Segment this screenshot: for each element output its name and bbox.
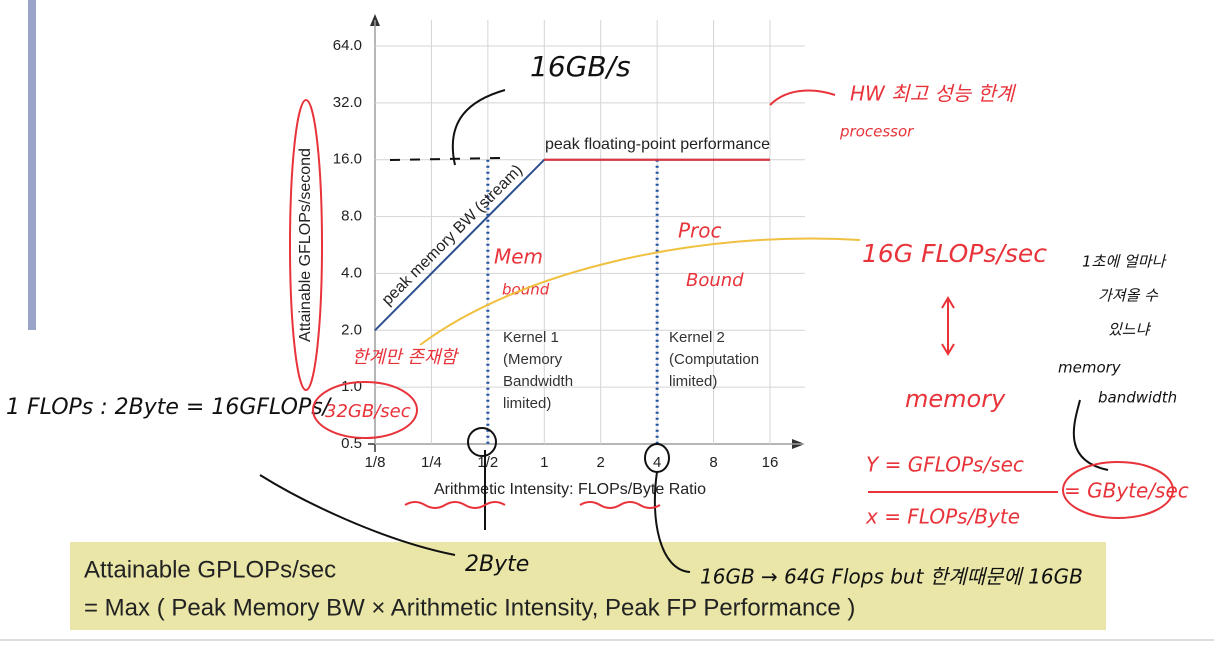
formula-box — [70, 542, 1106, 630]
note: 32GB/sec — [325, 401, 411, 422]
formula-line: = Max ( Peak Memory BW × Arithmetic Inte… — [84, 594, 855, 621]
chart: 0.5 1.0 2.0 4.0 8.0 16.0 32.0 64.0 1/8 1/4 1/2 1 2 4 8… — [297, 14, 805, 498]
note: Y = GFLOPs/sec — [866, 453, 1024, 477]
kernel-label: (Memory — [503, 351, 563, 368]
kernel-label: limited) — [669, 373, 717, 390]
note: Bound — [686, 270, 744, 291]
note: 1초에 얼마나 — [1082, 253, 1168, 271]
x-tick-label: 16 — [762, 454, 779, 471]
x-tick-label: 2 — [597, 454, 605, 471]
x-tick-label: 1/2 — [477, 454, 498, 471]
slide-bar — [28, 0, 36, 330]
y-tick-label: 64.0 — [333, 37, 362, 54]
note: Proc — [678, 219, 722, 243]
note: memory — [1058, 359, 1122, 377]
kernel-label: (Computation — [669, 351, 759, 368]
compute-roof-label: peak floating-point performance — [545, 136, 770, 153]
y-tick-label: 1.0 — [341, 378, 362, 395]
note: 16GB → 64G Flops but 한계때문에 16GB — [700, 565, 1083, 589]
y-tick-label: 0.5 — [341, 435, 362, 452]
x-axis-title: Arithmetic Intensity: FLOPs/Byte Ratio — [434, 481, 706, 498]
kernel-label: Bandwidth — [503, 373, 573, 390]
x-tick-label: 8 — [709, 454, 717, 471]
note: 가져올 수 — [1098, 287, 1159, 305]
y-tick-label: 16.0 — [333, 151, 362, 168]
note: 한계만 존재함 — [352, 347, 460, 368]
handwritten-notes: 16GB/sHW 최고 성능 한계processorMemboundProcBo… — [6, 50, 1189, 589]
note: processor — [839, 123, 914, 141]
note: 1 FLOPs : 2Byte = 16GFLOPs/ — [6, 395, 333, 420]
note: 있느냐 — [1108, 321, 1152, 339]
x-tick-label: 1/4 — [421, 454, 442, 471]
y-tick-label: 32.0 — [333, 94, 362, 111]
x-tick-label: 1 — [540, 454, 548, 471]
x-tick-label: 1/8 — [365, 454, 386, 471]
note: HW 최고 성능 한계 — [850, 82, 1017, 106]
note: memory — [905, 385, 1006, 413]
y-tick-label: 4.0 — [341, 264, 362, 281]
hand-strokes — [259, 89, 1174, 573]
note: 2Byte — [465, 552, 529, 577]
kernel-label: Kernel 1 — [503, 329, 559, 346]
note: Mem — [494, 245, 543, 269]
kernel-label: limited) — [503, 395, 551, 412]
note: x = FLOPs/Byte — [865, 505, 1020, 529]
note: 16GB/s — [530, 50, 631, 83]
y-axis-title: Attainable GFLOPs/second — [297, 148, 314, 342]
note: bandwidth — [1098, 389, 1177, 407]
formula-line: Attainable GPLOPs/sec — [84, 556, 336, 583]
note: 16G FLOPs/sec — [862, 239, 1047, 268]
note: = GByte/sec — [1064, 479, 1189, 503]
y-tick-label: 2.0 — [341, 321, 362, 338]
y-tick-label: 8.0 — [341, 208, 362, 225]
x-tick-label: 4 — [653, 454, 661, 471]
kernel-label: Kernel 2 — [669, 329, 725, 346]
